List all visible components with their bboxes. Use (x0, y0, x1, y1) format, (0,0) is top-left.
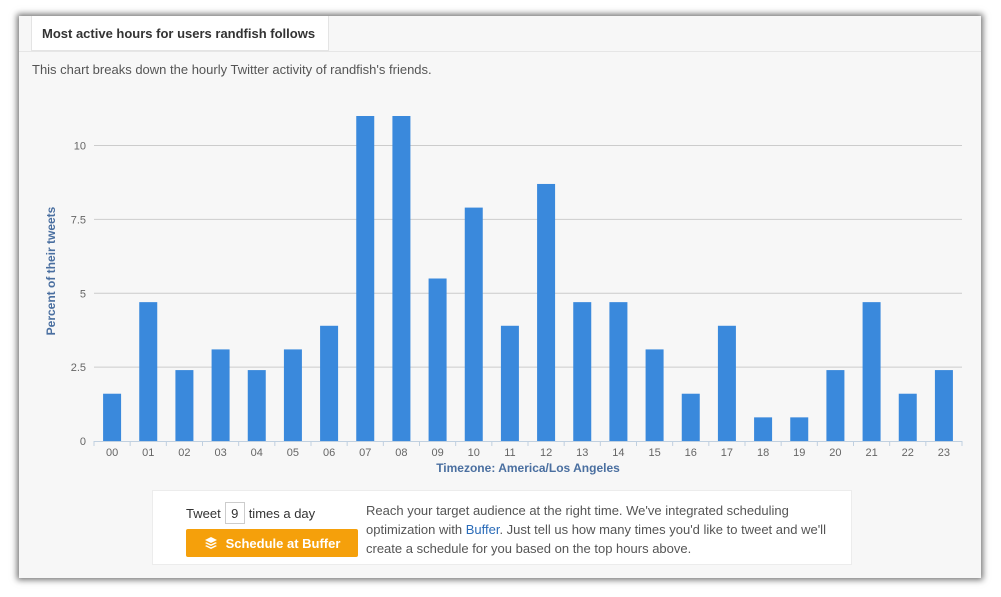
bar-hour-15[interactable] (645, 349, 664, 441)
bar-hour-11[interactable] (500, 325, 519, 441)
y-tick-label: 2.5 (71, 362, 86, 374)
bar-hour-21[interactable] (862, 302, 881, 441)
y-gridlines (94, 145, 962, 368)
y-tick-label: 7.5 (71, 214, 86, 226)
x-tick-label: 17 (721, 447, 733, 459)
bar-series (103, 116, 953, 442)
y-tick-label: 5 (80, 288, 86, 300)
bar-hour-22[interactable] (898, 393, 917, 441)
bar-hour-13[interactable] (573, 302, 592, 441)
y-axis-title: Percent of their tweets (44, 206, 58, 335)
x-tick-label: 09 (431, 447, 443, 459)
x-tick-label: 02 (178, 447, 190, 459)
buffer-schedule-panel: Tweet times a day Schedule at Buffer Rea… (152, 490, 852, 565)
bar-hour-03[interactable] (211, 349, 230, 441)
bar-hour-10[interactable] (464, 207, 483, 441)
x-tick-label: 00 (106, 447, 118, 459)
schedule-button-label: Schedule at Buffer (225, 535, 341, 551)
chart-description: This chart breaks down the hourly Twitte… (32, 62, 432, 77)
x-tick-label: 01 (142, 447, 154, 459)
bar-hour-16[interactable] (681, 393, 700, 441)
x-tick-label: 04 (251, 447, 263, 459)
section-tab[interactable]: Most active hours for users randfish fol… (31, 16, 329, 51)
bar-hour-18[interactable] (754, 417, 773, 441)
chart-panel: Most active hours for users randfish fol… (19, 16, 981, 578)
bar-hour-04[interactable] (247, 370, 266, 441)
y-tick-labels: 0 2.5 5 7.5 10 (71, 141, 86, 448)
buffer-text-before: Reach your target audience at the right … (366, 503, 789, 537)
tweet-frequency-row: Tweet times a day (186, 502, 315, 524)
x-tick-label: 18 (757, 447, 769, 459)
y-tick-label: 10 (74, 141, 86, 153)
buffer-text-after: . Just tell us how many times you'd like… (366, 522, 826, 556)
bar-hour-02[interactable] (175, 370, 194, 441)
hourly-activity-chart: 0 2.5 5 7.5 10 00 01 02 03 04 05 06 07 08 09 10 11 12 13 1… (44, 116, 963, 475)
x-axis-title: Timezone: America/Los Angeles (436, 461, 620, 475)
buffer-link[interactable]: Buffer (465, 522, 500, 537)
bar-hour-12[interactable] (537, 183, 556, 442)
x-tick-label: 06 (323, 447, 335, 459)
bar-hour-08[interactable] (392, 116, 411, 441)
bar-hour-20[interactable] (826, 370, 845, 441)
x-tick-label: 12 (540, 447, 552, 459)
bar-hour-14[interactable] (609, 302, 628, 441)
x-tick-label: 03 (214, 447, 226, 459)
bar-hour-06[interactable] (320, 325, 339, 441)
bar-hour-09[interactable] (428, 278, 447, 442)
x-tick-label: 16 (685, 447, 697, 459)
bar-hour-17[interactable] (717, 325, 736, 441)
bar-hour-00[interactable] (103, 393, 122, 441)
tab-divider (19, 51, 981, 52)
buffer-stack-icon (204, 537, 217, 549)
tweet-suffix-label: times a day (248, 505, 316, 521)
tweet-prefix-label: Tweet (186, 505, 221, 521)
bar-hour-05[interactable] (283, 349, 302, 441)
x-tick-label: 19 (793, 447, 805, 459)
x-tick-label: 15 (648, 447, 660, 459)
tweet-count-input[interactable] (224, 502, 245, 524)
x-tick-labels: 00 01 02 03 04 05 06 07 08 09 10 11 12 13 14 15 16 17 18 19… (93, 441, 963, 459)
x-tick-label: 13 (576, 447, 588, 459)
x-tick-label: 20 (829, 447, 841, 459)
x-tick-label: 14 (612, 447, 624, 459)
buffer-description: Reach your target audience at the right … (366, 501, 836, 558)
schedule-at-buffer-button[interactable]: Schedule at Buffer (186, 529, 358, 557)
x-tick-label: 11 (504, 447, 515, 459)
x-tick-label: 23 (938, 447, 950, 459)
x-tick-label: 05 (287, 447, 299, 459)
x-tick-label: 07 (359, 447, 371, 459)
bar-hour-01[interactable] (139, 302, 158, 441)
bar-hour-19[interactable] (790, 417, 809, 441)
bar-hour-07[interactable] (356, 116, 375, 441)
y-tick-label: 0 (80, 436, 86, 448)
x-tick-label: 08 (395, 447, 407, 459)
x-tick-label: 21 (865, 447, 877, 459)
bar-hour-23[interactable] (934, 370, 953, 441)
x-tick-label: 22 (902, 447, 914, 459)
x-tick-label: 10 (468, 447, 480, 459)
